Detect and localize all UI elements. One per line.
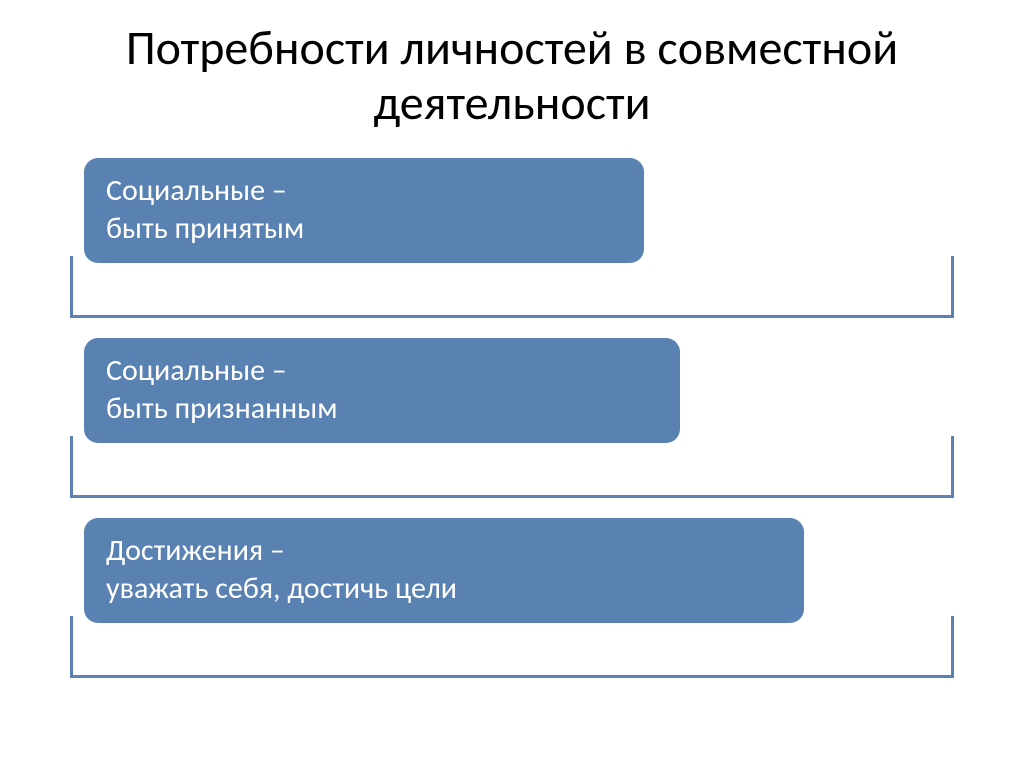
bracket [70, 256, 954, 318]
page-title: Потребности личностей в совместной деяте… [60, 20, 964, 130]
card-line1: Социальные – [106, 352, 658, 390]
card-line2: быть признанным [106, 390, 658, 428]
card-line2: быть принятым [106, 210, 622, 248]
items-list: Социальные – быть принятым Социальные – … [60, 158, 964, 678]
list-item: Социальные – быть принятым [60, 158, 964, 318]
card-line1: Социальные – [106, 172, 622, 210]
list-item: Достижения – уважать себя, достичь цели [60, 518, 964, 678]
list-item: Социальные – быть признанным [60, 338, 964, 498]
need-card-social-accepted: Социальные – быть принятым [84, 158, 644, 263]
bracket [70, 436, 954, 498]
need-card-achievement: Достижения – уважать себя, достичь цели [84, 518, 804, 623]
card-line2: уважать себя, достичь цели [106, 570, 782, 608]
bracket [70, 616, 954, 678]
card-line1: Достижения – [106, 532, 782, 570]
need-card-social-recognized: Социальные – быть признанным [84, 338, 680, 443]
